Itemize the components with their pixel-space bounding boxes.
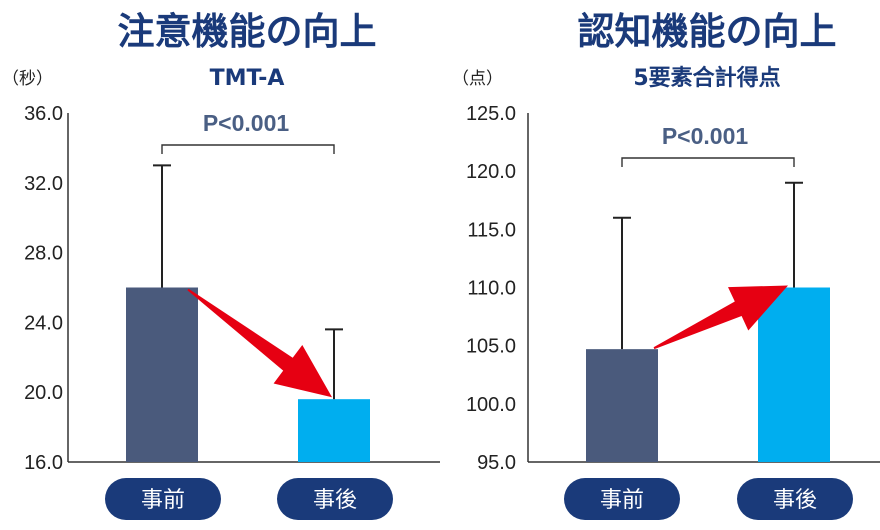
category-pill xyxy=(564,478,680,520)
category-pill xyxy=(105,478,221,520)
bar xyxy=(126,287,198,462)
change-arrow xyxy=(187,288,332,398)
bar xyxy=(758,287,830,462)
chart-title: 注意機能の向上 xyxy=(118,10,377,53)
chart-panel-attention: 注意機能の向上 TMT-A （秒） P<0.001 36.0 32.0 28.0 24… xyxy=(2,10,440,520)
chart-subtitle: 5要素合計得点 xyxy=(633,65,780,91)
y-axis-unit: （点） xyxy=(452,69,503,89)
chart-subtitle: TMT-A xyxy=(210,66,285,91)
y-tick-label: 32.0 xyxy=(24,173,63,195)
y-tick-label: 24.0 xyxy=(24,312,63,334)
plot-area: 125.0 120.0 115.0 110.0 105.0 100.0 95.0 事前 事後 xyxy=(466,103,880,520)
x-category-label: 事前 xyxy=(141,488,185,513)
change-arrow xyxy=(653,285,788,350)
significance-label: P<0.001 xyxy=(203,110,290,136)
x-category-label: 事前 xyxy=(600,488,644,513)
chart-title: 認知機能の向上 xyxy=(578,10,837,53)
x-category-label: 事後 xyxy=(773,488,817,513)
significance-label: P<0.001 xyxy=(662,123,749,149)
y-tick-label: 28.0 xyxy=(24,243,63,265)
y-tick-label: 125.0 xyxy=(466,103,516,125)
y-tick-label: 16.0 xyxy=(24,452,63,474)
category-pill xyxy=(737,478,853,520)
plot-area: 36.0 32.0 28.0 24.0 20.0 16.0 事前 事後 xyxy=(24,103,440,520)
y-tick-label: 120.0 xyxy=(466,161,516,183)
y-tick-label: 36.0 xyxy=(24,103,63,125)
significance-bracket xyxy=(621,157,795,167)
y-tick-label: 95.0 xyxy=(477,452,516,474)
y-tick-label: 100.0 xyxy=(466,394,516,416)
significance-bracket xyxy=(161,144,335,154)
y-tick-label: 20.0 xyxy=(24,382,63,404)
y-axis-unit: （秒） xyxy=(2,69,53,89)
x-category-label: 事後 xyxy=(313,488,357,513)
y-tick-label: 115.0 xyxy=(467,219,516,241)
chart-panel-cognitive: 認知機能の向上 5要素合計得点 （点） P<0.001 125.0 120.0 11… xyxy=(452,10,880,520)
bar xyxy=(298,399,370,462)
y-tick-label: 110.0 xyxy=(467,278,516,300)
category-pill xyxy=(277,478,393,520)
bar xyxy=(586,349,658,462)
y-tick-label: 105.0 xyxy=(466,336,516,358)
